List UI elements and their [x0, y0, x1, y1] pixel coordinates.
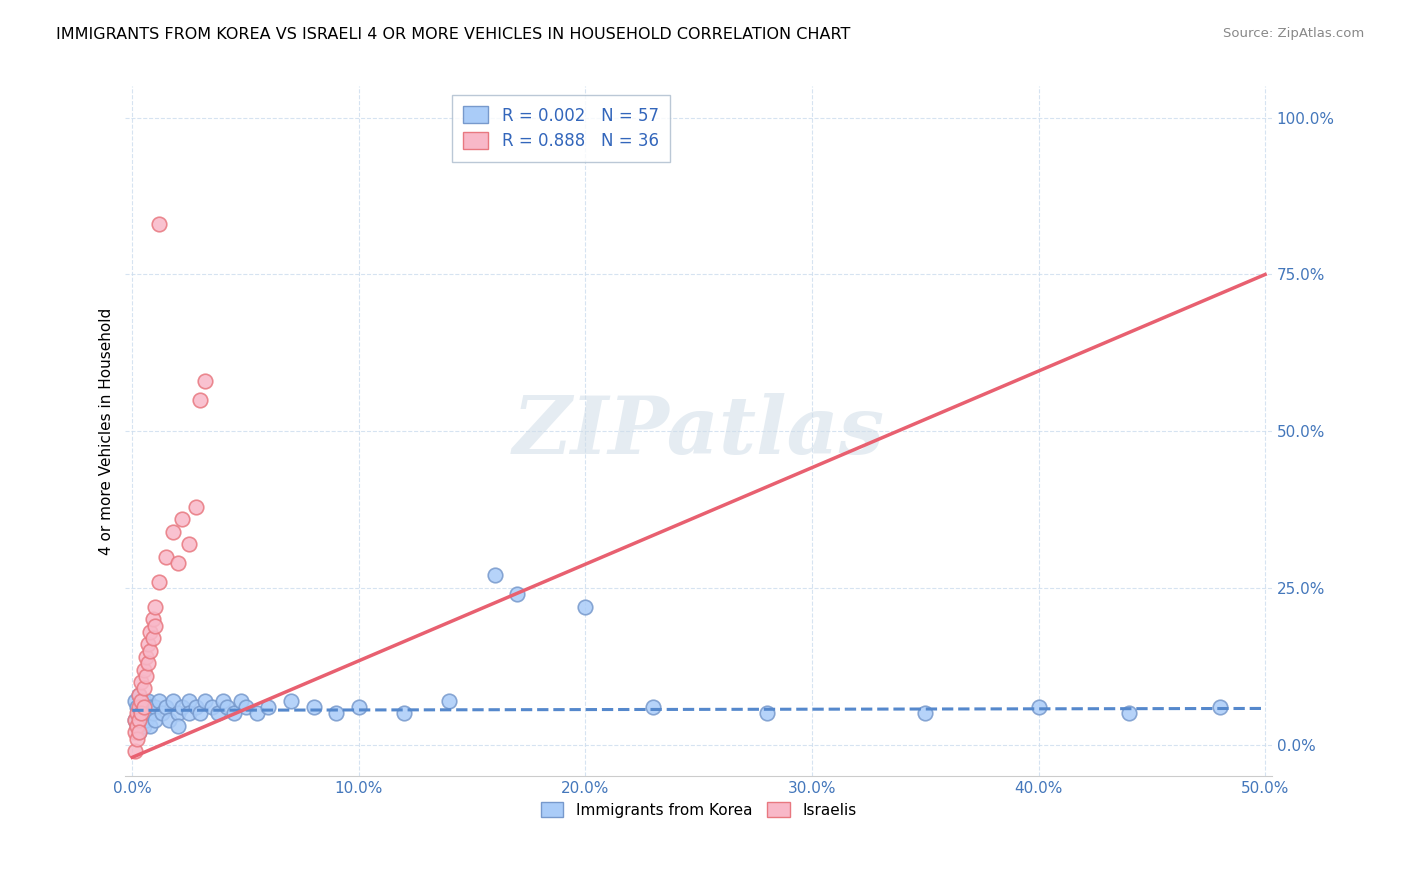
Point	[755, 706, 778, 721]
Point	[125, 700, 148, 714]
Point	[177, 694, 200, 708]
Point	[135, 650, 157, 665]
Point	[194, 374, 217, 388]
Point	[229, 694, 252, 708]
Point	[136, 638, 159, 652]
Point	[139, 644, 162, 658]
Point	[131, 675, 153, 690]
Point	[125, 706, 148, 721]
Point	[392, 706, 415, 721]
Point	[125, 719, 148, 733]
Point	[142, 631, 165, 645]
Point	[484, 568, 506, 582]
Point	[128, 725, 150, 739]
Point	[139, 700, 162, 714]
Point	[224, 706, 246, 721]
Point	[132, 700, 155, 714]
Point	[1028, 700, 1050, 714]
Point	[325, 706, 347, 721]
Point	[166, 556, 188, 570]
Point	[139, 719, 162, 733]
Point	[1118, 706, 1140, 721]
Point	[124, 713, 146, 727]
Point	[184, 500, 207, 514]
Point	[132, 719, 155, 733]
Point	[124, 713, 146, 727]
Point	[142, 706, 165, 721]
Point	[148, 217, 170, 231]
Y-axis label: 4 or more Vehicles in Household: 4 or more Vehicles in Household	[100, 308, 114, 555]
Point	[257, 700, 280, 714]
Point	[124, 694, 146, 708]
Point	[143, 618, 166, 632]
Point	[162, 524, 184, 539]
Point	[200, 700, 222, 714]
Point	[139, 624, 162, 639]
Point	[131, 706, 153, 721]
Point	[217, 700, 239, 714]
Point	[124, 725, 146, 739]
Point	[143, 599, 166, 614]
Point	[162, 694, 184, 708]
Point	[142, 612, 165, 626]
Point	[188, 706, 211, 721]
Point	[235, 700, 257, 714]
Point	[166, 719, 188, 733]
Point	[135, 713, 157, 727]
Point	[166, 706, 188, 721]
Point	[439, 694, 461, 708]
Point	[131, 694, 153, 708]
Point	[155, 700, 177, 714]
Point	[125, 719, 148, 733]
Point	[172, 512, 194, 526]
Point	[155, 549, 177, 564]
Text: ZIPatlas: ZIPatlas	[513, 392, 884, 470]
Point	[212, 694, 235, 708]
Point	[143, 713, 166, 727]
Point	[128, 706, 150, 721]
Point	[136, 706, 159, 721]
Point	[148, 694, 170, 708]
Point	[128, 688, 150, 702]
Point	[125, 731, 148, 746]
Point	[188, 392, 211, 407]
Point	[914, 706, 936, 721]
Point	[246, 706, 269, 721]
Point	[148, 574, 170, 589]
Point	[347, 700, 370, 714]
Point	[643, 700, 665, 714]
Point	[172, 700, 194, 714]
Point	[132, 681, 155, 696]
Point	[132, 694, 155, 708]
Point	[128, 725, 150, 739]
Text: IMMIGRANTS FROM KOREA VS ISRAELI 4 OR MORE VEHICLES IN HOUSEHOLD CORRELATION CHA: IMMIGRANTS FROM KOREA VS ISRAELI 4 OR MO…	[56, 27, 851, 42]
Point	[207, 706, 229, 721]
Point	[177, 537, 200, 551]
Point	[143, 700, 166, 714]
Point	[184, 700, 207, 714]
Point	[574, 599, 596, 614]
Text: Source: ZipAtlas.com: Source: ZipAtlas.com	[1223, 27, 1364, 40]
Point	[177, 706, 200, 721]
Point	[302, 700, 325, 714]
Point	[135, 669, 157, 683]
Point	[1209, 700, 1232, 714]
Point	[136, 694, 159, 708]
Point	[136, 657, 159, 671]
Point	[157, 713, 180, 727]
Point	[128, 713, 150, 727]
Point	[131, 700, 153, 714]
Point	[128, 700, 150, 714]
Point	[135, 700, 157, 714]
Point	[280, 694, 302, 708]
Point	[128, 688, 150, 702]
Point	[150, 706, 173, 721]
Point	[506, 587, 529, 601]
Point	[131, 713, 153, 727]
Point	[124, 744, 146, 758]
Point	[132, 663, 155, 677]
Point	[194, 694, 217, 708]
Legend: Immigrants from Korea, Israelis: Immigrants from Korea, Israelis	[534, 796, 863, 823]
